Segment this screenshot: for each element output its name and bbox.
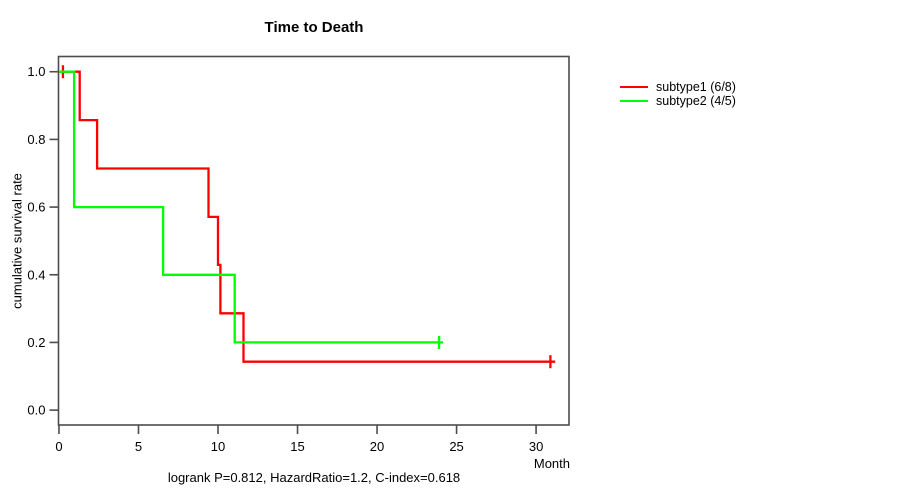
- plot-frame: [57, 55, 570, 426]
- x-axis-tick-label: 15: [290, 439, 304, 454]
- x-axis-tick-label: 25: [449, 439, 463, 454]
- legend: subtype1 (6/8) subtype2 (4/5): [620, 80, 736, 108]
- x-axis-tick-label: 5: [135, 439, 142, 454]
- legend-label-subtype1: subtype1 (6/8): [656, 79, 736, 94]
- legend-item-subtype2: subtype2 (4/5): [620, 93, 736, 108]
- x-axis-tick-label: 0: [55, 439, 62, 454]
- x-axis-label: Month: [533, 456, 570, 471]
- survival-curve-subtype1: [59, 70, 556, 363]
- legend-line-swatch-green: [620, 99, 648, 102]
- x-axis-tick-label: 30: [529, 439, 543, 454]
- chart-title: Time to Death: [264, 19, 364, 36]
- y-axis-tick-label: 0.6: [27, 200, 45, 215]
- y-axis-tick-label: 0.8: [27, 132, 45, 147]
- x-axis-tick-label: 20: [370, 439, 384, 454]
- y-axis-tick-label: 0.0: [27, 403, 45, 418]
- y-axis-tick-label: 0.2: [27, 335, 45, 350]
- legend-item-subtype1: subtype1 (6/8): [620, 79, 736, 94]
- x-axis-tick-label: 10: [211, 439, 225, 454]
- y-axis-tick-label: 1.0: [27, 64, 45, 79]
- legend-label-subtype2: subtype2 (4/5): [656, 93, 736, 108]
- legend-line-swatch-red: [620, 85, 648, 88]
- stats-annotation: logrank P=0.812, HazardRatio=1.2, C-inde…: [167, 470, 461, 485]
- y-axis-tick-label: 0.4: [27, 267, 45, 282]
- survival-curve-subtype2: [59, 70, 443, 344]
